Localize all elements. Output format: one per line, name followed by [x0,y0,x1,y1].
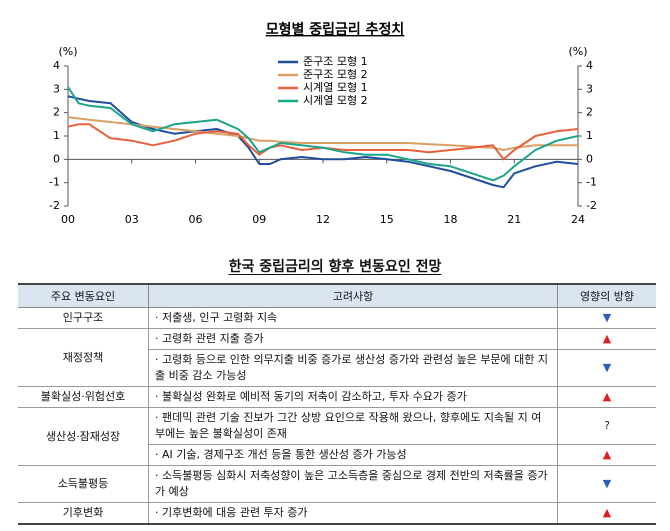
table-row: 소득불평등 · 소득불평등 심화시 저축성향이 높은 고소득층을 중심으로 경제 … [18,465,656,503]
legend-label: 준구조 모형 2 [303,68,368,81]
y-tick-label: 0 [53,152,60,165]
y-axis-label: (%) [58,45,77,58]
direction-cell: ▲ [557,386,656,408]
table-row: 불확실성·위험선호 · 불확실성 완화로 예비적 동기의 저축이 감소하고, 투자… [18,386,656,408]
consideration-cell: · 불확실성 완화로 예비적 동기의 저축이 감소하고, 투자 수요가 증가 [148,386,558,408]
chart-title: 모형별 중립금리 추정치 [266,21,405,38]
y2-tick-label: 4 [586,59,593,72]
factor-cell: 인구구조 [18,307,149,329]
factor-table: 주요 변동요인 고려사항 영향의 방향 인구구조 · 저출생, 인구 고령화 지속 ▼ 재정… [18,283,656,525]
x-tick-label: 21 [507,213,521,226]
y-tick-label: 1 [53,129,60,142]
table-row: 기후변화 · 기후변화에 대응 관련 투자 증가 ▲ [18,502,656,525]
y-tick-label: 4 [53,59,60,72]
y2-axis-label: (%) [568,45,587,58]
legend-label: 시계열 모형 2 [303,94,368,107]
factor-cell: 생산성·잠재성장 [18,407,149,466]
direction-cell: ▼ [557,349,656,387]
y2-tick-label: 0 [586,152,593,165]
factor-cell: 기후변화 [18,502,149,525]
legend-label: 준구조 모형 1 [303,55,368,68]
y2-tick-label: -2 [586,199,597,212]
table-row: 재정정책 · 고령화 관련 지출 증가 ▲ [18,328,656,387]
y-tick-label: 2 [53,106,60,119]
x-tick-label: 06 [189,213,203,226]
consideration-cell: · 고령화 등으로 인한 의무지출 비중 증가로 생산성 증가와 관련성 높은 … [148,349,558,387]
table-row: 인구구조 · 저출생, 인구 고령화 지속 ▼ [18,307,656,329]
direction-cell: ▼ [557,307,656,329]
header-cell: 고려사항 [148,283,558,308]
y2-tick-label: 2 [586,106,593,119]
x-tick-label: 24 [571,213,585,226]
header-cell: 주요 변동요인 [18,283,149,308]
direction-cell: ▲ [557,502,656,525]
table-row: 생산성·잠재성장 · 팬데믹 관련 기술 진보가 그간 상방 요인으로 작용해 왔… [18,407,656,466]
consideration-cell: · AI 기술, 경제구조 개선 등을 통한 생산성 증가 가능성 [148,444,558,466]
y-tick-label: -2 [49,199,60,212]
y2-tick-label: 1 [586,129,593,142]
factor-cell: 불확실성·위험선호 [18,386,149,408]
x-tick-label: 15 [380,213,394,226]
header-cell: 영향의 방향 [557,283,656,308]
x-tick-label: 09 [252,213,266,226]
table-row: · AI 기술, 경제구조 개선 등을 통한 생산성 증가 가능성 ▲ [18,444,656,466]
series-line [67,86,579,182]
consideration-cell: · 기후변화에 대응 관련 투자 증가 [148,502,558,525]
direction-cell: ▲ [557,444,656,466]
consideration-cell: · 소득불평등 심화시 저축성향이 높은 고소득층을 중심으로 경제 전반의 저… [148,465,558,503]
legend-label: 시계열 모형 1 [303,81,368,94]
chart: 모형별 중립금리 추정치 (%) (%) -2-101234-2-1012340… [49,21,597,226]
consideration-cell: · 저출생, 인구 고령화 지속 [148,307,558,329]
direction-cell: ? [557,407,656,445]
consideration-cell: · 팬데믹 관련 기술 진보가 그간 상방 요인으로 작용해 왔으나, 향후에도… [148,407,558,445]
series-line [67,95,579,189]
series-line [67,116,578,151]
direction-cell: ▼ [557,465,656,503]
y-tick-label: 3 [53,82,60,95]
y-tick-label: -1 [49,176,60,189]
y2-tick-label: 3 [586,82,593,95]
series-line [67,123,579,161]
x-tick-label: 00 [61,213,75,226]
factor-cell: 소득불평등 [18,465,149,503]
x-tick-label: 12 [316,213,330,226]
table-title: 한국 중립금리의 향후 변동요인 전망 [228,259,442,275]
header-row: 주요 변동요인 고려사항 영향의 방향 [18,283,656,308]
factor-cell: 재정정책 [18,328,149,387]
consideration-cell: · 고령화 관련 지출 증가 [148,328,558,350]
y2-tick-label: -1 [586,176,597,189]
x-tick-label: 18 [444,213,458,226]
x-tick-label: 03 [125,213,139,226]
direction-cell: ▲ [557,328,656,350]
